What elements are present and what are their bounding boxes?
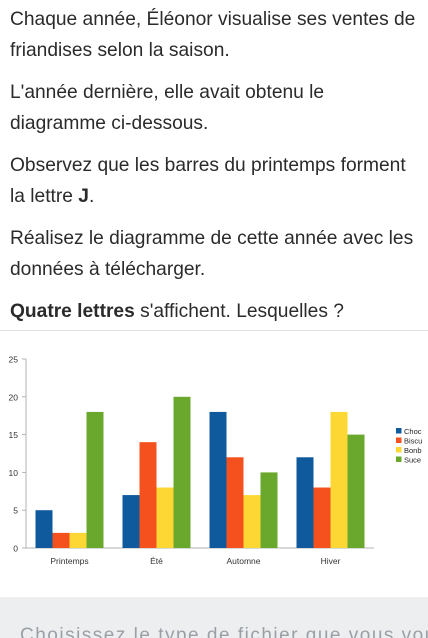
- legend-label: Biscu: [404, 436, 422, 445]
- bar-bonb-3: [330, 411, 348, 548]
- bar-bonb-2: [243, 495, 261, 548]
- legend-swatch: [396, 456, 402, 462]
- bar-choc-0: [35, 510, 53, 548]
- question-paragraph: Quatre lettres s'affichent. Lesquelles ?: [10, 296, 420, 327]
- legend-label: Bonb: [404, 446, 422, 455]
- y-tick-label: 15: [9, 430, 19, 440]
- observe-text: Observez que les barres du printemps for…: [10, 155, 406, 207]
- x-tick-label: Été: [150, 556, 163, 566]
- x-tick-label: Hiver: [321, 556, 341, 566]
- legend-swatch: [396, 447, 402, 453]
- y-tick-label: 10: [9, 468, 19, 478]
- bar-suce-2: [260, 472, 278, 548]
- legend-label: Choc: [404, 427, 422, 436]
- bar-biscu-0: [52, 532, 70, 548]
- y-tick-label: 5: [13, 506, 18, 516]
- bar-biscu-2: [226, 457, 244, 548]
- bar-suce-3: [347, 434, 365, 548]
- question-text: s'affichent. Lesquelles ?: [134, 301, 344, 322]
- observe-paragraph: Observez que les barres du printemps for…: [10, 150, 420, 212]
- bar-choc-1: [122, 495, 140, 548]
- last-year-paragraph: L'année dernière, elle avait obtenu le d…: [10, 82, 325, 134]
- footer-banner: Choisissez le type de fichier que vous v…: [0, 597, 428, 638]
- bar-choc-2: [209, 411, 227, 548]
- legend-label: Suce: [404, 455, 421, 464]
- intro-paragraph: Chaque année, Éléonor visualise ses vent…: [10, 9, 416, 61]
- question-bold: Quatre lettres: [10, 301, 135, 322]
- y-tick-label: 25: [9, 355, 19, 365]
- x-tick-label: Automne: [226, 556, 260, 566]
- x-tick-label: Printemps: [50, 556, 88, 566]
- bar-bonb-1: [156, 487, 174, 548]
- bar-suce-1: [173, 396, 191, 548]
- section-divider: [0, 330, 428, 331]
- bar-biscu-3: [313, 487, 331, 548]
- letter-j: J: [78, 186, 89, 207]
- y-tick-label: 0: [13, 544, 18, 554]
- file-type-prompt: Choisissez le type de fichier que vous v…: [20, 625, 428, 638]
- task-paragraph: Réalisez le diagramme de cette année ave…: [10, 228, 414, 280]
- bar-biscu-1: [139, 442, 157, 548]
- bar-suce-0: [86, 411, 104, 548]
- exercise-text: Chaque année, Éléonor visualise ses vent…: [10, 4, 420, 338]
- legend-swatch: [396, 437, 402, 443]
- bar-choc-3: [296, 457, 314, 548]
- bar-bonb-0: [69, 532, 87, 548]
- y-tick-label: 20: [9, 392, 19, 402]
- sales-bar-chart: 0 5 10 15 20 25 Printemps Été Automne Hiver ChocBi…: [9, 355, 423, 567]
- legend-swatch: [396, 428, 402, 434]
- observe-end: .: [88, 186, 95, 207]
